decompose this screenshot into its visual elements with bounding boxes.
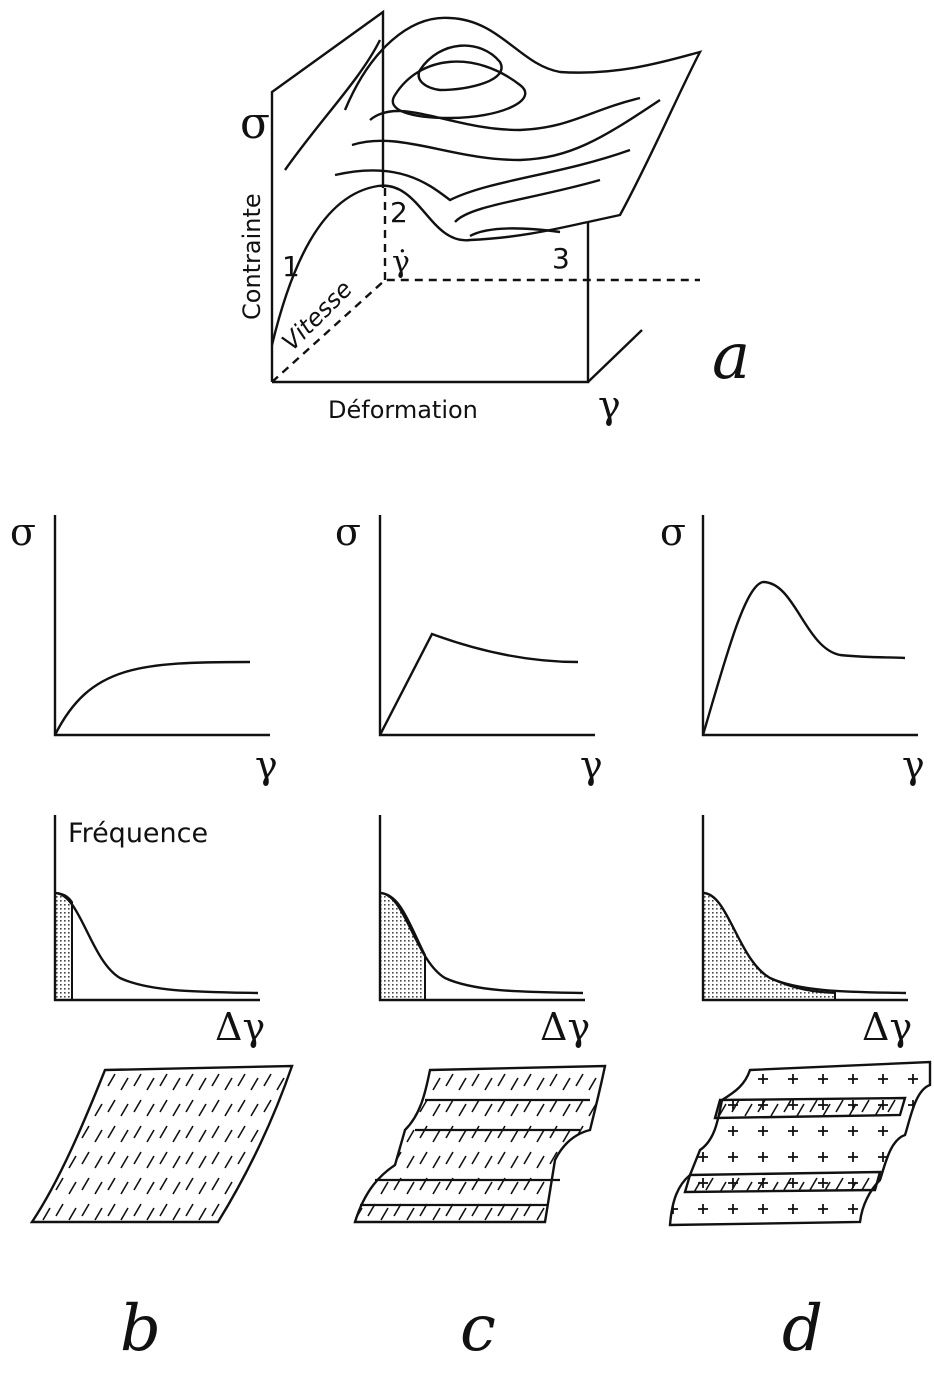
frequency-curve (54, 891, 259, 995)
strain-symbol: γ (598, 383, 621, 427)
panel-letter: c (460, 1292, 496, 1366)
shear-band (360, 1098, 590, 1207)
y-symbol: σ (10, 510, 36, 554)
block (29, 1064, 294, 1224)
y-label: Contrainte (238, 193, 266, 320)
box-left (270, 9, 385, 382)
front-curve (270, 184, 589, 346)
shear-band (683, 1096, 907, 1194)
y-symbol: σ (335, 510, 361, 554)
contour (369, 96, 641, 132)
stress-curve (701, 580, 906, 736)
rate-symbol: γ̇ (392, 245, 410, 280)
x-symbol: Δγ (862, 1005, 912, 1049)
shading (54, 891, 73, 1001)
stress-plots: σ σ σ γ γ γ (10, 510, 925, 787)
frequency-plots: Fréquence Δγ Δγ Δγ (53, 815, 912, 1049)
frequency-curve (702, 891, 907, 995)
contour (469, 227, 561, 238)
zone-label: 2 (390, 196, 408, 229)
zone-label: 1 (282, 250, 300, 283)
block (668, 1060, 932, 1227)
x-symbol: Δγ (215, 1005, 265, 1049)
back-curve (284, 39, 382, 171)
panel-letter: d (782, 1292, 823, 1366)
axes (53, 815, 260, 1002)
block (353, 1064, 607, 1224)
microstructures: b c d (29, 1060, 932, 1366)
stress-curve (53, 660, 251, 736)
panel-letter: a (712, 320, 750, 394)
axes (53, 515, 270, 737)
hidden-edges (271, 188, 700, 383)
x-label: Déformation (328, 396, 478, 424)
axes (701, 815, 908, 1002)
y-label: Fréquence (68, 818, 208, 849)
x-symbol: γ (902, 743, 925, 787)
surface-edge (343, 16, 703, 224)
panel-letter: b (120, 1292, 161, 1366)
contour (454, 178, 601, 223)
contour (391, 60, 527, 120)
box-depth (587, 329, 643, 383)
x-symbol: Δγ (540, 1005, 590, 1049)
axes (378, 515, 595, 737)
frequency-curve (379, 891, 584, 995)
stress-curve (378, 632, 579, 736)
block-diagram: σ Contrainte Vitesse Déformation γ̇ γ 1 … (238, 9, 750, 427)
contour (351, 99, 661, 162)
zone-label: 3 (552, 242, 570, 275)
axes (378, 815, 585, 1002)
contour (417, 44, 503, 92)
contour (334, 148, 631, 202)
shading (379, 891, 426, 1001)
y-symbol: σ (660, 510, 686, 554)
x-symbol: γ (580, 743, 603, 787)
x-symbol: γ (255, 743, 278, 787)
stress-symbol: σ (240, 98, 270, 149)
axes (701, 515, 918, 737)
